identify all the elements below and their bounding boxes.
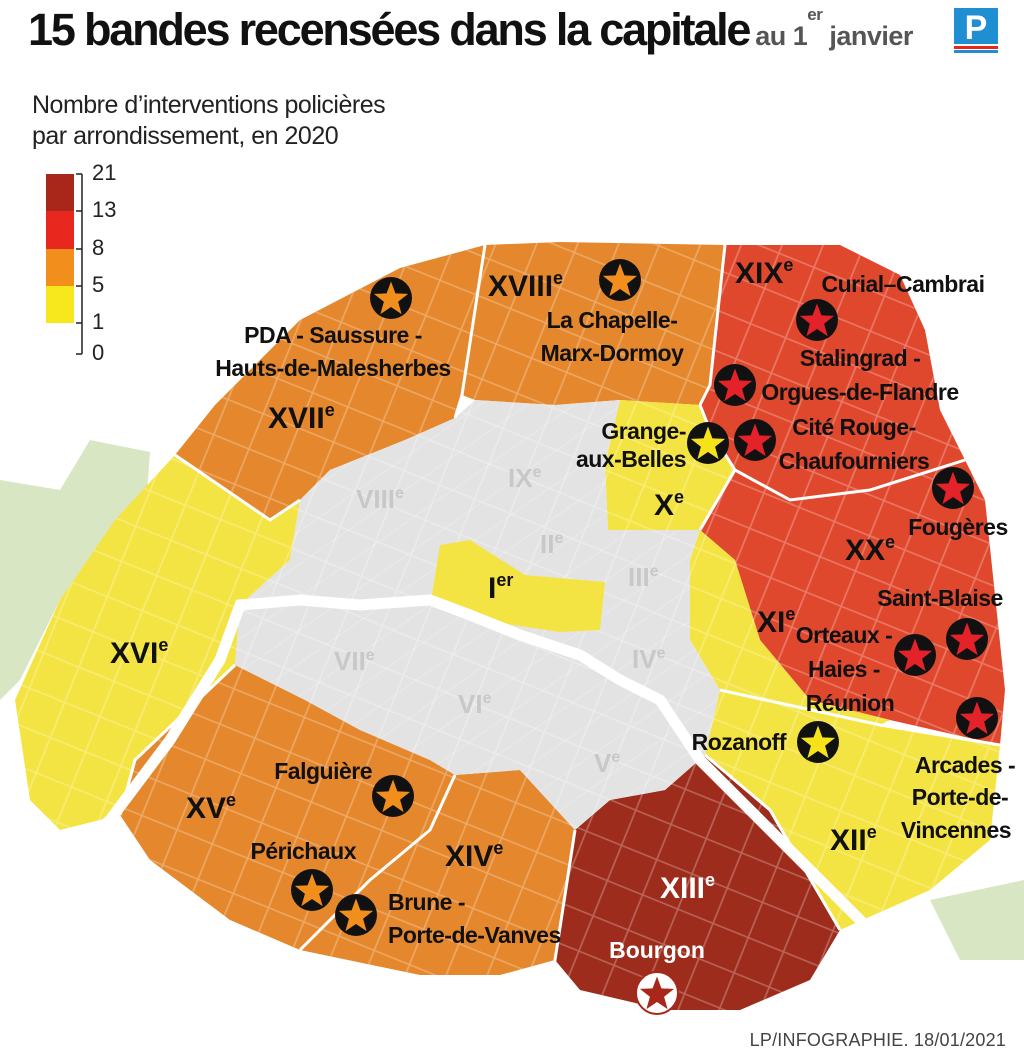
label-arr-6: VIe [458, 689, 492, 719]
legend-swatch-13 [46, 211, 74, 249]
seine-river [0, 594, 956, 1026]
label-arr-13: XIIIe [660, 870, 715, 905]
gang-label-curial-cambrai: Curial–Cambrai [821, 271, 984, 297]
legend-tick-1: 1 [92, 309, 105, 334]
label-arr-1: Ier [488, 570, 513, 605]
le-parisien-logo: P [954, 8, 998, 53]
title-main: 15 bandes recensées dans la capitale [28, 4, 751, 55]
gang-label-grange-aux-belles: Grange-aux-Belles [576, 418, 686, 472]
surrounding-parks [0, 440, 1024, 960]
label-arr-17: XVIIe [268, 400, 335, 435]
gang-label-saint-blaise: Saint-Blaise [877, 585, 1003, 611]
arrondissement-12 [705, 690, 1000, 930]
star-icon [737, 423, 773, 457]
gang-label-orteaux: Orteaux -Haies -Réunion [796, 622, 894, 716]
label-arr-19: XIXe [735, 255, 793, 290]
label-arr-7: VIIe [334, 646, 375, 676]
gang-label-fougeres: Fougères [908, 514, 1008, 540]
star-icon [959, 701, 995, 735]
arrondissement-16 [15, 455, 300, 830]
gang-label-perichaux: Périchaux [251, 838, 357, 864]
label-arr-18: XVIIIe [488, 268, 563, 303]
gang-label-bourgon: Bourgon [609, 937, 705, 963]
gang-labels: PDA - Saussure -Hauts-de-Malesherbes La … [215, 271, 1015, 963]
arrondissement-13 [555, 755, 840, 1010]
legend-tick-8: 8 [92, 235, 105, 260]
star-icon [897, 638, 933, 672]
label-arr-5: Ve [594, 748, 620, 778]
title-sub: au 1er janvier [755, 5, 913, 51]
gang-markers [291, 259, 998, 1015]
star-icon [338, 898, 374, 932]
star-icon [799, 303, 835, 337]
legend-tick-0: 0 [92, 340, 105, 365]
legend-title-line1: Nombre d’interventions policières [32, 91, 386, 119]
legend-title: Nombre d’interventions policières par ar… [32, 90, 386, 152]
label-arr-12: XIIe [830, 822, 877, 857]
gang-label-arcades: Arcades -Porte-de-Vincennes [901, 752, 1015, 843]
credit-line: LP/INFOGRAPHIE. 18/01/2021 [749, 1030, 1006, 1050]
gang-label-falguiere: Falguière [274, 758, 372, 784]
label-arr-2: IIe [540, 529, 563, 559]
gang-label-brune: Brune -Porte-de-Vanves [388, 889, 561, 948]
logo-letter: P [965, 9, 988, 47]
star-icon [602, 263, 638, 297]
label-arr-10: Xe [654, 487, 684, 522]
gang-label-stalingrad: Stalingrad -Orgues-de-Flandre [761, 345, 958, 405]
label-arr-4: IVe [632, 644, 666, 674]
legend-tick-5: 5 [92, 272, 105, 297]
legend-tick-13: 13 [92, 197, 117, 222]
star-icon [373, 281, 409, 315]
label-arr-15: XVe [186, 790, 236, 825]
legend-swatch-21 [46, 174, 74, 211]
label-arr-14: XIVe [445, 838, 503, 873]
legend-swatch-5 [46, 286, 74, 323]
arrondissement-17 [175, 245, 485, 520]
label-arr-20: XXe [845, 532, 895, 567]
label-arr-9: IXe [508, 463, 542, 493]
map-title: 15 bandes recensées dans la capitale au 1… [28, 4, 913, 56]
arrondissement-labels: Ier IIe IIIe IVe Ve VIe VIIe VIIIe IXe X… [110, 255, 895, 905]
legend-title-line2: par arrondissement, en 2020 [32, 122, 339, 150]
arrondissement-11 [690, 530, 890, 725]
star-icon [294, 873, 330, 907]
star-icon [717, 368, 753, 402]
legend-swatch-8 [46, 249, 74, 286]
arrondissement-1 [432, 540, 605, 632]
gang-label-la-chapelle: La Chapelle-Marx-Dormoy [541, 307, 684, 366]
star-icon [800, 725, 836, 759]
legend-scale [46, 173, 83, 355]
label-arr-16: XVIe [110, 635, 168, 670]
label-arr-3: IIIe [628, 562, 659, 592]
star-icon [935, 471, 971, 505]
star-icon [949, 622, 985, 656]
legend-tick-21: 21 [92, 160, 117, 185]
star-icon [375, 779, 411, 813]
gang-label-pda-saussure: PDA - Saussure -Hauts-de-Malesherbes [215, 322, 450, 381]
star-icon [690, 426, 726, 460]
gang-label-rozanoff: Rozanoff [692, 729, 787, 755]
arrondissement-18 [462, 242, 725, 405]
gang-label-cite-rouge: Cité Rouge-Chaufourniers [779, 414, 930, 474]
star-icon [639, 976, 675, 1010]
label-arr-11: XIe [757, 604, 795, 639]
label-arr-8: VIIIe [356, 484, 404, 514]
arrondissement-20 [700, 460, 1005, 745]
